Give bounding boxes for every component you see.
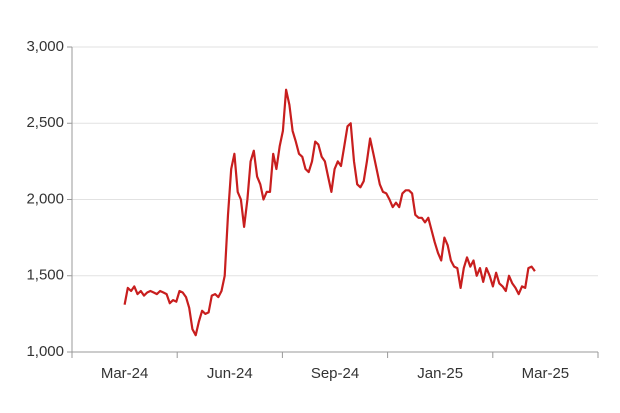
y-tick-label: 3,000 xyxy=(26,38,64,55)
y-tick-label: 1,000 xyxy=(26,343,64,360)
y-tick-label: 1,500 xyxy=(26,267,64,284)
x-tick-label: Sep-24 xyxy=(311,365,359,382)
x-tick-label: Jun-24 xyxy=(207,365,253,382)
y-tick-label: 2,000 xyxy=(26,190,64,207)
x-tick-label: Mar-25 xyxy=(522,365,570,382)
x-tick-label: Mar-24 xyxy=(101,365,149,382)
x-tick-label: Jan-25 xyxy=(417,365,463,382)
price-line xyxy=(123,88,536,337)
y-tick-label: 2,500 xyxy=(26,114,64,131)
